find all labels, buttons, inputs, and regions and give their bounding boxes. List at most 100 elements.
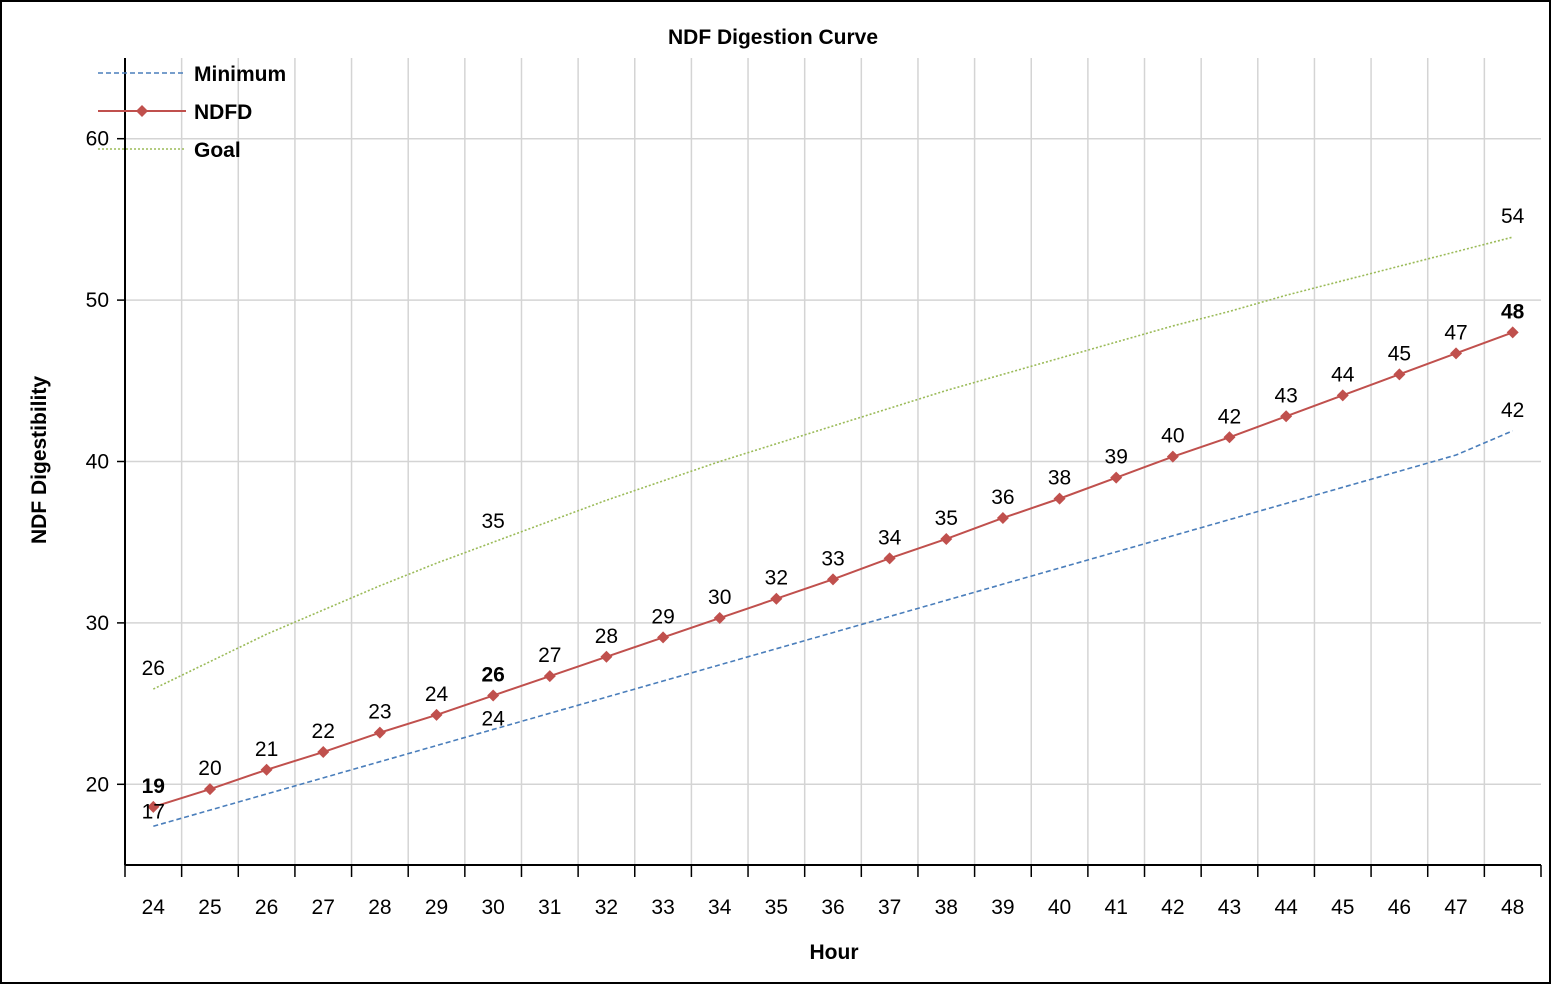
data-label-ndfd: 34 bbox=[878, 526, 902, 549]
data-label-ndfd: 40 bbox=[1161, 425, 1184, 448]
data-point-ndfd bbox=[543, 670, 556, 683]
chart-title: NDF Digestion Curve bbox=[668, 26, 878, 49]
x-tick-label: 36 bbox=[821, 896, 844, 919]
data-label-minimum: 17 bbox=[142, 800, 165, 823]
data-point-ndfd bbox=[657, 631, 670, 644]
axes: 20 30 40 50 60 24 25 26 27 28 29 30 31 32 33 34 35 36 37 38… bbox=[86, 58, 1542, 919]
data-point-ndfd bbox=[770, 592, 783, 605]
grid bbox=[125, 58, 1541, 865]
data-label-ndfd: 32 bbox=[765, 567, 788, 590]
series-line-minimum bbox=[153, 430, 1513, 828]
x-tick-label: 32 bbox=[595, 896, 618, 919]
data-label-ndfd: 20 bbox=[198, 757, 221, 780]
y-axis-title: NDF Digestibility bbox=[28, 376, 51, 544]
y-tick-label: 50 bbox=[86, 289, 109, 312]
data-label-ndfd: 24 bbox=[425, 683, 449, 706]
data-label-ndfd: 19 bbox=[142, 775, 165, 798]
data-point-ndfd bbox=[1336, 389, 1349, 402]
data-point-ndfd bbox=[260, 763, 273, 776]
series-layer bbox=[147, 236, 1519, 828]
data-label-ndfd: 39 bbox=[1105, 446, 1128, 469]
x-tick-label: 34 bbox=[708, 896, 732, 919]
data-point-ndfd bbox=[373, 726, 386, 739]
data-label-ndfd: 47 bbox=[1444, 321, 1467, 344]
x-tick-label: 43 bbox=[1218, 896, 1241, 919]
x-tick-label: 31 bbox=[538, 896, 561, 919]
data-label-goal: 35 bbox=[481, 510, 504, 533]
legend-label-ndfd: NDFD bbox=[194, 101, 252, 124]
data-label-minimum: 42 bbox=[1501, 399, 1524, 422]
x-tick-label: 48 bbox=[1501, 896, 1524, 919]
x-tick-label: 27 bbox=[312, 896, 335, 919]
legend-label-minimum: Minimum bbox=[194, 63, 286, 86]
data-label-goal: 54 bbox=[1501, 205, 1525, 228]
data-point-ndfd bbox=[1450, 347, 1463, 360]
data-point-ndfd bbox=[203, 783, 216, 796]
x-tick-label: 33 bbox=[651, 896, 674, 919]
data-label-ndfd: 36 bbox=[991, 486, 1014, 509]
data-labels: 17 24 42 19 20 21 22 23 24 26 27 28 29 30 32 33 34 35 36 38… bbox=[142, 205, 1525, 823]
data-label-ndfd: 38 bbox=[1048, 467, 1071, 490]
data-label-ndfd: 22 bbox=[312, 720, 335, 743]
y-tick-label: 30 bbox=[86, 612, 109, 635]
x-tick-label: 41 bbox=[1105, 896, 1128, 919]
data-label-ndfd: 44 bbox=[1331, 363, 1355, 386]
data-point-ndfd bbox=[1223, 431, 1236, 444]
x-tick-label: 30 bbox=[481, 896, 504, 919]
x-tick-label: 26 bbox=[255, 896, 278, 919]
series-line-goal bbox=[152, 236, 1513, 690]
x-axis-title: Hour bbox=[810, 941, 859, 964]
data-label-ndfd: 26 bbox=[481, 664, 504, 687]
x-tick-label: 38 bbox=[935, 896, 958, 919]
data-label-ndfd: 28 bbox=[595, 625, 618, 648]
data-point-ndfd bbox=[1506, 326, 1519, 339]
x-tick-label: 45 bbox=[1331, 896, 1354, 919]
data-label-ndfd: 43 bbox=[1274, 384, 1297, 407]
data-label-ndfd: 33 bbox=[821, 547, 844, 570]
data-point-ndfd bbox=[430, 708, 443, 721]
data-point-ndfd bbox=[1393, 368, 1406, 381]
x-tick-label: 44 bbox=[1274, 896, 1298, 919]
legend-label-goal: Goal bbox=[194, 139, 241, 162]
legend: Minimum NDFD Goal bbox=[98, 63, 286, 162]
data-point-ndfd bbox=[1166, 450, 1179, 463]
y-tick-label: 60 bbox=[86, 128, 109, 151]
data-point-ndfd bbox=[600, 650, 613, 663]
x-tick-label: 25 bbox=[198, 896, 221, 919]
x-tick-label: 42 bbox=[1161, 896, 1184, 919]
data-point-ndfd bbox=[1053, 492, 1066, 505]
data-point-ndfd bbox=[996, 511, 1009, 524]
data-point-ndfd bbox=[1110, 471, 1123, 484]
data-label-ndfd: 45 bbox=[1388, 342, 1411, 365]
data-label-ndfd: 29 bbox=[651, 605, 674, 628]
data-label-ndfd: 35 bbox=[935, 507, 958, 530]
data-point-ndfd bbox=[713, 612, 726, 625]
y-tick-label: 20 bbox=[86, 773, 109, 796]
data-label-ndfd: 21 bbox=[255, 738, 278, 761]
x-tick-label: 39 bbox=[991, 896, 1014, 919]
data-label-ndfd: 30 bbox=[708, 586, 731, 609]
y-tick-label: 40 bbox=[86, 451, 109, 474]
data-label-minimum: 24 bbox=[481, 707, 505, 730]
data-point-ndfd bbox=[940, 532, 953, 545]
data-point-ndfd bbox=[147, 800, 160, 813]
x-tick-label: 35 bbox=[765, 896, 788, 919]
data-point-ndfd bbox=[1280, 410, 1293, 423]
x-tick-label: 46 bbox=[1388, 896, 1411, 919]
data-point-ndfd bbox=[317, 746, 330, 759]
legend-marker-ndfd bbox=[136, 105, 148, 117]
data-point-ndfd bbox=[883, 552, 896, 565]
x-tick-label: 37 bbox=[878, 896, 901, 919]
x-tick-label: 28 bbox=[368, 896, 391, 919]
x-tick-label: 24 bbox=[142, 896, 166, 919]
x-tick-label: 29 bbox=[425, 896, 448, 919]
data-label-ndfd: 42 bbox=[1218, 405, 1241, 428]
data-label-goal: 26 bbox=[142, 657, 165, 680]
data-point-ndfd bbox=[827, 573, 839, 586]
data-point-ndfd bbox=[487, 689, 500, 702]
data-label-ndfd: 27 bbox=[538, 644, 561, 667]
x-tick-label: 47 bbox=[1444, 896, 1467, 919]
